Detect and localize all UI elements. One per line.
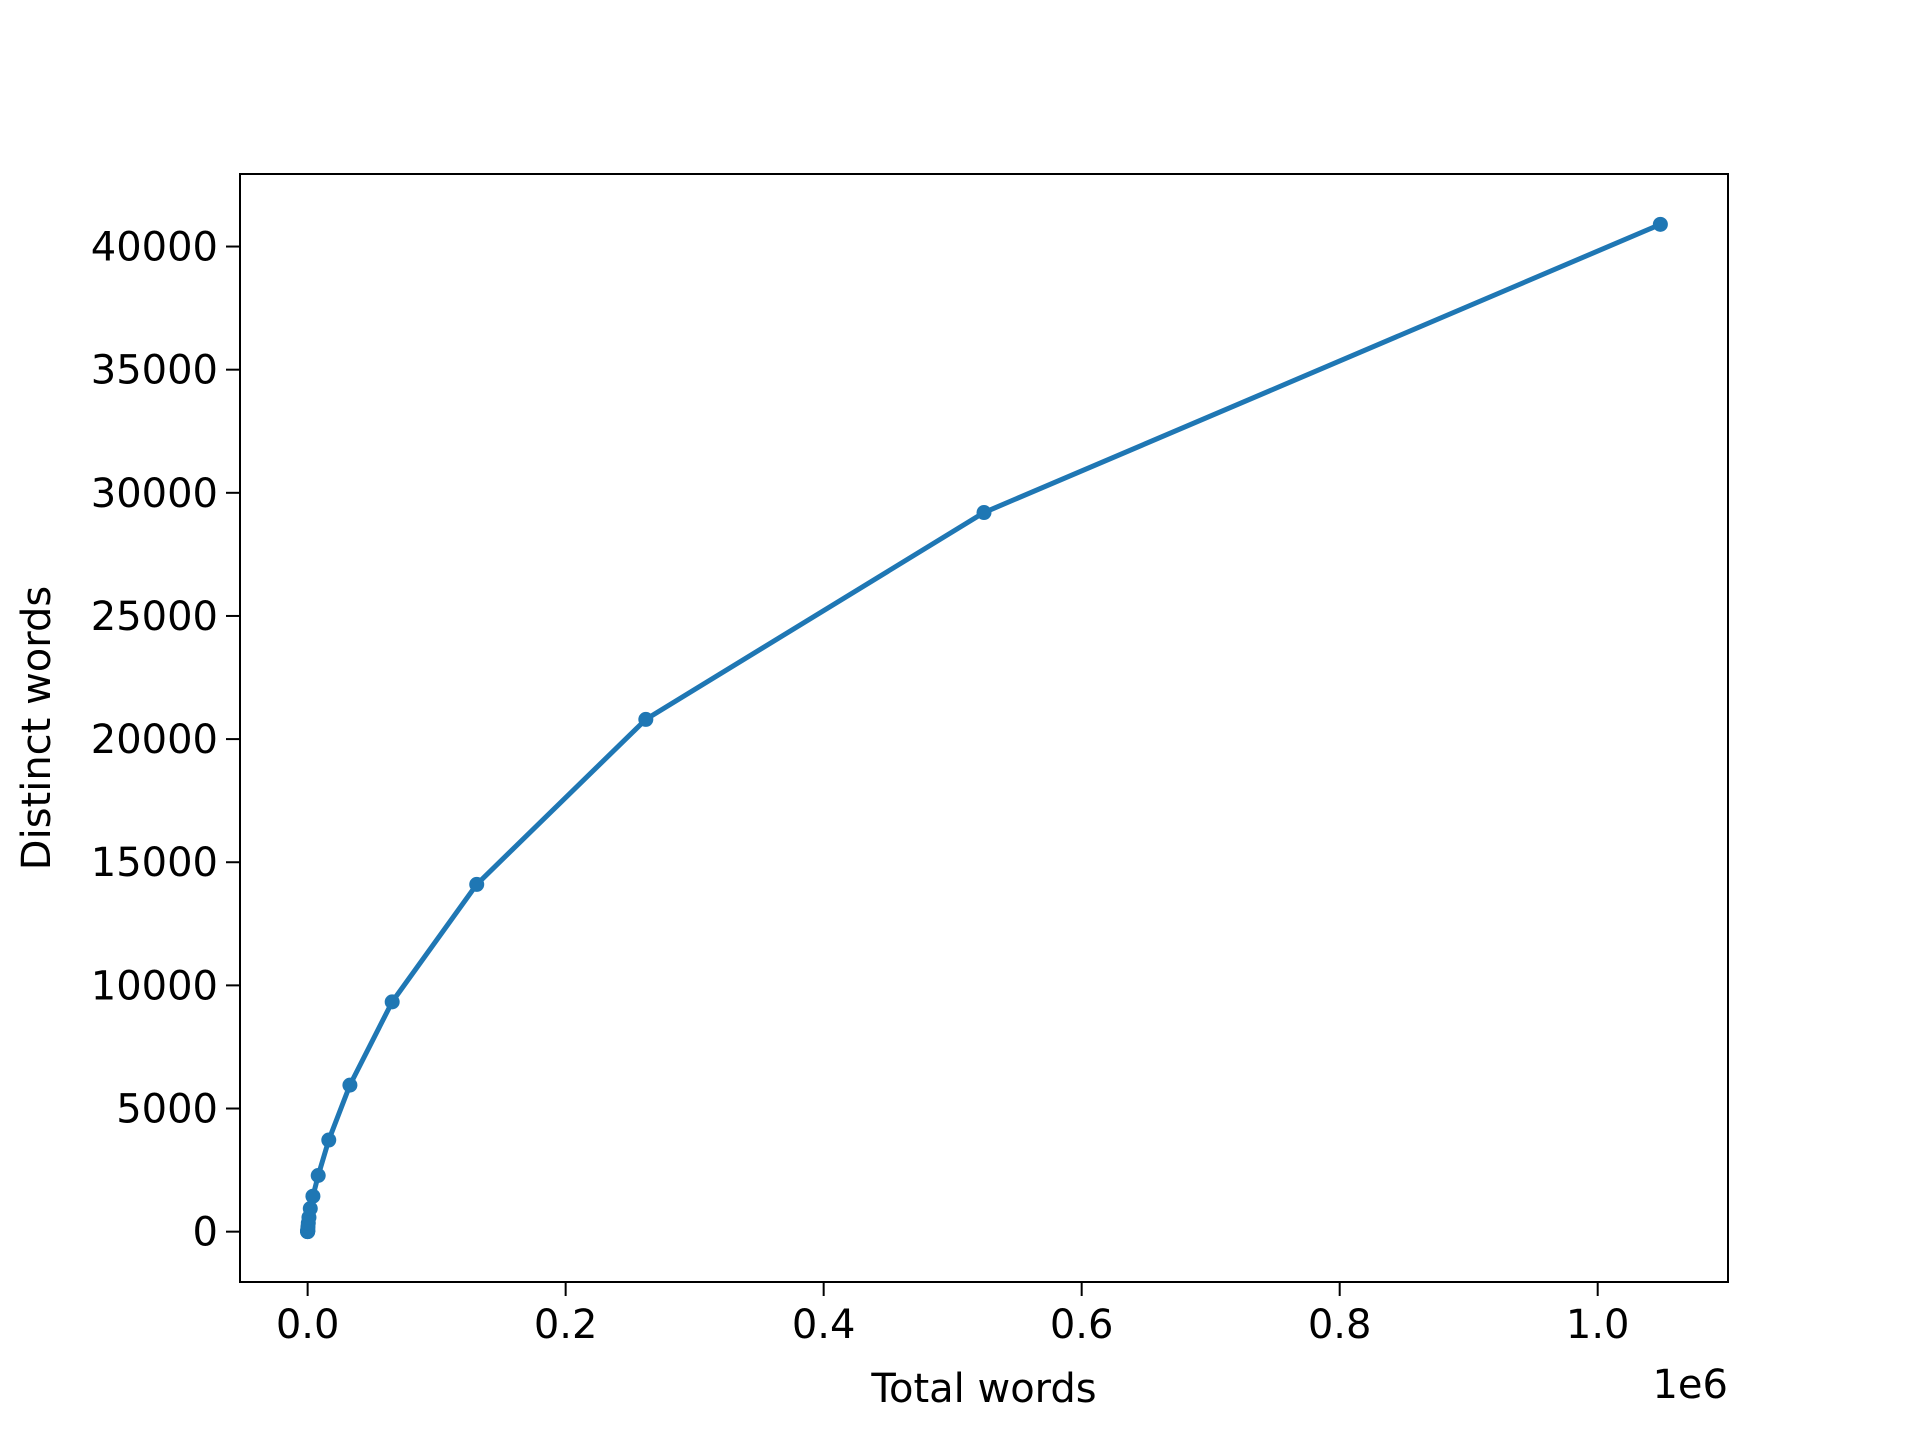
x-axis-label: Total words (870, 1366, 1096, 1412)
data-point (384, 994, 400, 1010)
y-tick-label: 15000 (91, 840, 218, 886)
data-point (305, 1188, 321, 1204)
x-offset-label: 1e6 (1652, 1362, 1728, 1408)
y-tick-label: 10000 (91, 963, 218, 1009)
data-point (1652, 216, 1668, 232)
x-tick-label: 0.6 (1050, 1302, 1114, 1348)
x-tick-label: 0.0 (276, 1302, 340, 1348)
x-tick-label: 0.8 (1308, 1302, 1372, 1348)
data-point (321, 1132, 337, 1148)
y-tick-label: 5000 (116, 1087, 218, 1133)
data-point (302, 1201, 318, 1217)
y-tick-label: 30000 (91, 471, 218, 517)
y-axis-label: Distinct words (14, 586, 60, 870)
y-tick-label: 0 (193, 1210, 218, 1256)
data-line (305, 222, 1662, 1235)
data-point (310, 1168, 326, 1184)
data-point (976, 505, 992, 521)
data-point (342, 1077, 358, 1093)
plot-frame (239, 173, 1729, 1283)
y-tick-label: 35000 (91, 348, 218, 394)
data-point (469, 876, 485, 892)
y-tick-label: 40000 (91, 225, 218, 271)
y-tick-label: 25000 (91, 594, 218, 640)
x-tick-label: 0.4 (792, 1302, 856, 1348)
y-tick-label: 20000 (91, 717, 218, 763)
x-tick-label: 1.0 (1566, 1302, 1630, 1348)
x-tick-label: 0.2 (534, 1302, 598, 1348)
data-point (638, 711, 654, 727)
